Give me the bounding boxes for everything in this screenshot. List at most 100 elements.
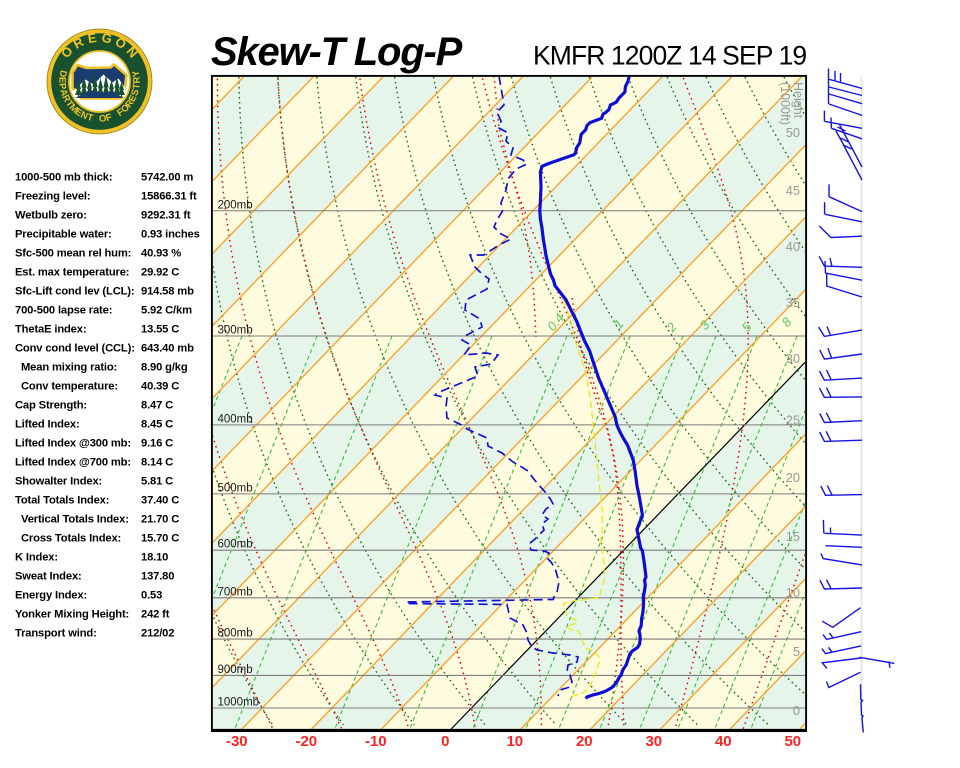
svg-text:15: 15	[786, 529, 800, 544]
svg-text:8.45 C: 8.45 C	[141, 419, 173, 431]
svg-text:-20: -20	[295, 733, 317, 750]
svg-text:40: 40	[715, 733, 732, 750]
svg-text:Mean mixing ratio:: Mean mixing ratio:	[21, 362, 117, 374]
svg-text:Total Totals Index:: Total Totals Index:	[15, 495, 109, 507]
svg-text:9292.31 ft: 9292.31 ft	[141, 210, 191, 222]
svg-text:Est. max temperature:: Est. max temperature:	[15, 267, 129, 279]
svg-text:15866.31 ft: 15866.31 ft	[141, 191, 197, 203]
svg-text:8.90 g/kg: 8.90 g/kg	[141, 362, 188, 374]
svg-text:Sfc-500 mean rel hum:: Sfc-500 mean rel hum:	[15, 248, 131, 260]
svg-text:Transport wind:: Transport wind:	[15, 628, 97, 640]
svg-text:37.40 C: 37.40 C	[141, 495, 179, 507]
svg-text:E: E	[73, 106, 84, 119]
svg-text:Sfc-Lift cond lev (LCL):: Sfc-Lift cond lev (LCL):	[15, 286, 134, 298]
svg-text:R: R	[59, 93, 72, 104]
svg-text:Conv cond level (CCL):: Conv cond level (CCL):	[15, 343, 135, 355]
svg-text:G: G	[101, 30, 113, 46]
svg-text:900mb: 900mb	[218, 664, 253, 676]
svg-text:8.14 C: 8.14 C	[141, 457, 173, 469]
svg-text:5.92 C/km: 5.92 C/km	[141, 305, 192, 317]
svg-text:21.70 C: 21.70 C	[141, 514, 179, 526]
svg-text:-10: -10	[365, 733, 387, 750]
svg-text:P: P	[56, 83, 68, 91]
svg-text:F: F	[105, 112, 114, 124]
svg-text:25: 25	[786, 413, 800, 428]
svg-text:0.93 inches: 0.93 inches	[141, 229, 200, 241]
svg-text:20: 20	[786, 470, 800, 485]
svg-text:Lifted Index:: Lifted Index:	[15, 419, 80, 431]
svg-text:50: 50	[784, 733, 801, 750]
svg-text:500mb: 500mb	[218, 482, 253, 494]
svg-text:200mb: 200mb	[218, 199, 253, 211]
svg-text:Lifted Index @300 mb:: Lifted Index @300 mb:	[15, 438, 131, 450]
svg-text:Cross Totals Index:: Cross Totals Index:	[21, 533, 121, 545]
svg-text:400mb: 400mb	[218, 413, 253, 425]
svg-text:E: E	[87, 30, 98, 46]
svg-text:Skew-T Log-P: Skew-T Log-P	[211, 30, 463, 74]
svg-text:N: N	[79, 109, 90, 122]
svg-text:Precipitable water:: Precipitable water:	[15, 229, 112, 241]
svg-text:Showalter Index:: Showalter Index:	[15, 476, 102, 488]
svg-text:O: O	[99, 113, 107, 125]
svg-text:50: 50	[786, 125, 800, 140]
svg-text:0: 0	[441, 733, 449, 750]
svg-text:700mb: 700mb	[218, 586, 253, 598]
svg-text:Vertical Totals Index:: Vertical Totals Index:	[21, 514, 129, 526]
svg-text:9.16 C: 9.16 C	[141, 438, 173, 450]
svg-text:ThetaE index:: ThetaE index:	[15, 324, 86, 336]
svg-text:Yonker Mixing Height:: Yonker Mixing Height:	[15, 609, 129, 621]
svg-text:18.10: 18.10	[141, 552, 168, 564]
svg-text:0.53: 0.53	[141, 590, 162, 602]
svg-text:S: S	[129, 88, 141, 97]
svg-text:1000mb: 1000mb	[218, 697, 260, 709]
svg-text:Height: Height	[791, 82, 805, 119]
svg-text:8.47 C: 8.47 C	[141, 400, 173, 412]
svg-text:643.40 mb: 643.40 mb	[141, 343, 194, 355]
svg-text:T: T	[86, 112, 95, 124]
svg-text:15.70 C: 15.70 C	[141, 533, 179, 545]
svg-text:914.58 mb: 914.58 mb	[141, 286, 194, 298]
svg-text:30: 30	[645, 733, 662, 750]
svg-text:40.93 %: 40.93 %	[141, 248, 181, 260]
svg-text:300mb: 300mb	[218, 325, 253, 337]
svg-text:40.39 C: 40.39 C	[141, 381, 179, 393]
svg-text:Wetbulb zero:: Wetbulb zero:	[15, 210, 87, 222]
svg-text:D: D	[57, 69, 69, 78]
svg-text:F: F	[115, 106, 126, 118]
svg-text:10: 10	[506, 733, 523, 750]
svg-text:-30: -30	[226, 733, 248, 750]
svg-text:5.81 C: 5.81 C	[141, 476, 173, 488]
svg-text:600mb: 600mb	[218, 539, 253, 551]
svg-text:800mb: 800mb	[218, 628, 253, 640]
svg-text:700-500 lapse rate:: 700-500 lapse rate:	[15, 305, 112, 317]
svg-text:R: R	[132, 76, 143, 83]
svg-text:Conv temperature:: Conv temperature:	[21, 381, 118, 393]
svg-text:5742.00 m: 5742.00 m	[141, 172, 193, 184]
svg-text:35: 35	[786, 295, 800, 310]
svg-text:30: 30	[786, 351, 800, 366]
svg-text:242 ft: 242 ft	[141, 609, 170, 621]
svg-text:1000-500 mb thick:: 1000-500 mb thick:	[15, 172, 112, 184]
svg-text:Freezing level:: Freezing level:	[15, 191, 90, 203]
svg-text:E: E	[56, 77, 67, 84]
svg-text:13.55 C: 13.55 C	[141, 324, 179, 336]
svg-text:45: 45	[786, 183, 800, 198]
svg-text:0: 0	[793, 703, 800, 718]
svg-text:T: T	[63, 98, 75, 109]
svg-text:29.92 C: 29.92 C	[141, 267, 179, 279]
svg-text:Sweat Index:: Sweat Index:	[15, 571, 82, 583]
svg-text:E: E	[127, 93, 140, 104]
svg-text:Lifted Index @700 mb:: Lifted Index @700 mb:	[15, 457, 131, 469]
svg-text:T: T	[131, 83, 143, 90]
svg-text:Y: Y	[130, 69, 142, 78]
svg-text:5: 5	[793, 644, 800, 659]
svg-text:KMFR 1200Z 14 SEP 19: KMFR 1200Z 14 SEP 19	[533, 41, 806, 71]
svg-text:212/02: 212/02	[141, 628, 174, 640]
svg-text:Energy Index:: Energy Index:	[15, 590, 87, 602]
svg-text:Cap Strength:: Cap Strength:	[15, 400, 87, 412]
svg-text:(1000ft): (1000ft)	[778, 82, 792, 125]
svg-text:A: A	[57, 88, 70, 98]
svg-text:40: 40	[786, 239, 800, 254]
svg-text:K Index:: K Index:	[15, 552, 58, 564]
svg-text:10: 10	[786, 585, 800, 600]
